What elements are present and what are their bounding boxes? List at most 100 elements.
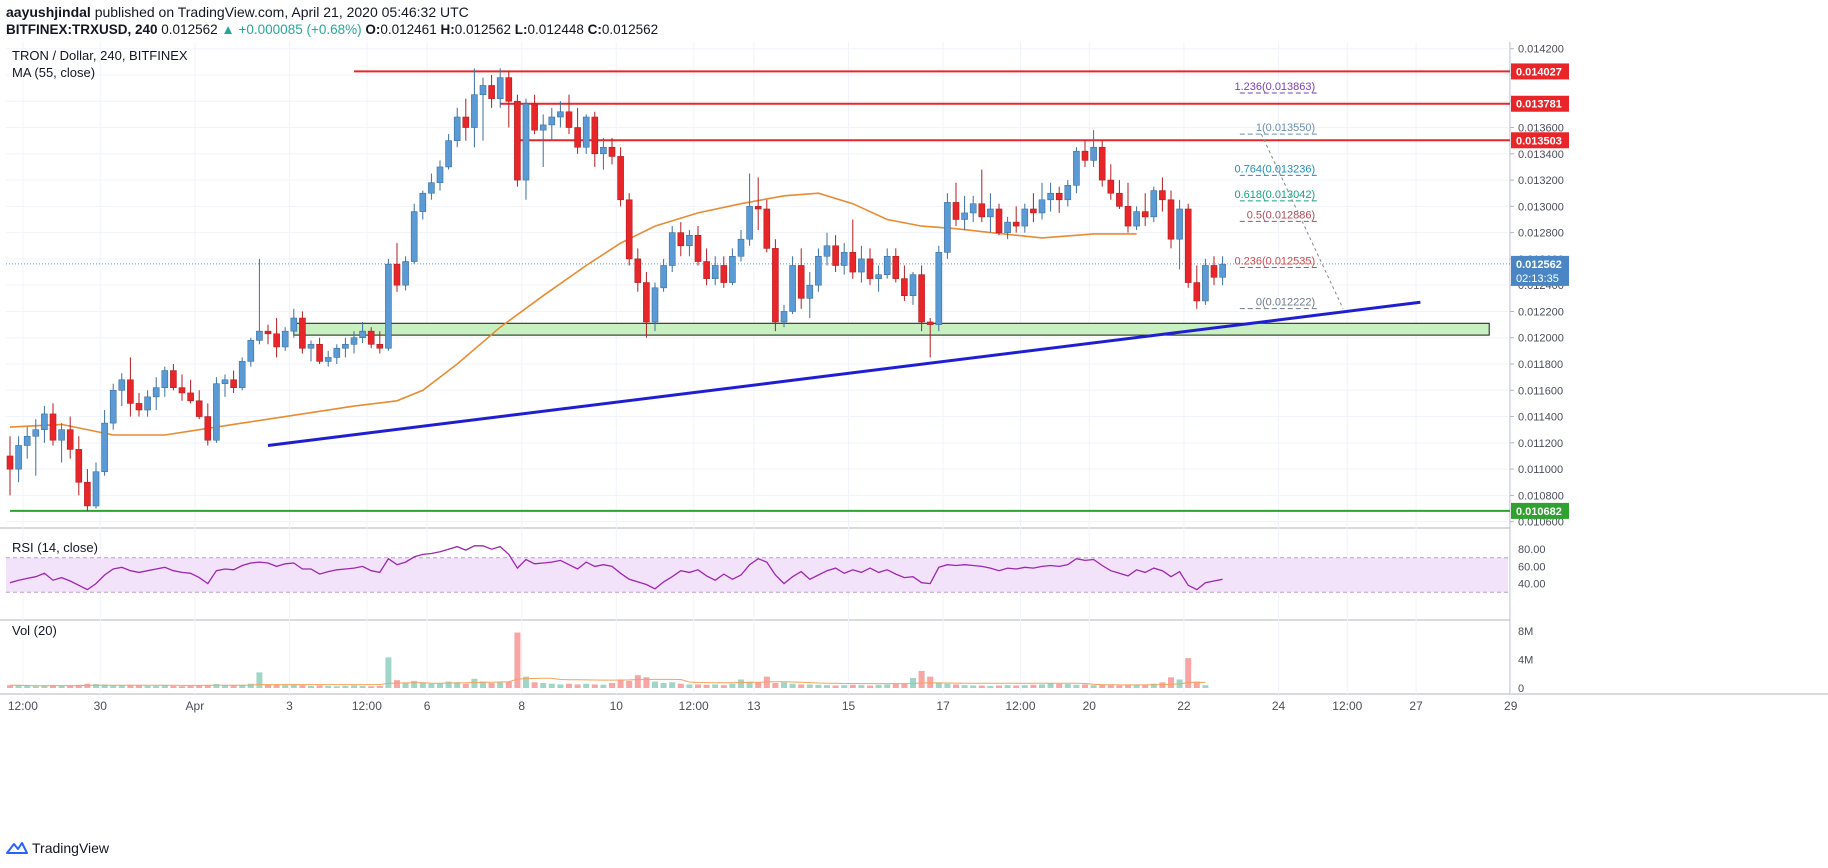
author-name[interactable]: aayushjindal	[6, 4, 91, 20]
candle	[75, 436, 83, 496]
support-zone-layer	[293, 322, 1490, 336]
volume-bar	[1168, 677, 1174, 688]
candle	[204, 403, 212, 446]
legend-rsi: RSI (14, close)	[12, 540, 98, 555]
candle	[410, 203, 418, 265]
candle-body	[385, 263, 392, 349]
price-chart[interactable]: 1.236(0.013863) 1(0.013550) 0.764(0.013236…	[0, 42, 1828, 832]
candle-body	[462, 116, 470, 128]
candle-body	[32, 429, 40, 437]
candle	[703, 248, 710, 286]
candle	[832, 235, 839, 273]
candle-body	[281, 330, 289, 348]
volume-bar	[634, 675, 641, 688]
volume-bar	[256, 672, 263, 688]
candle	[66, 416, 74, 459]
price-tick-label: 0.011200	[1518, 438, 1563, 450]
legend-ma: MA (55, close)	[12, 65, 95, 80]
candle-body	[436, 166, 444, 184]
price-tick-label: 0.010800	[1518, 490, 1564, 502]
volume-bar	[514, 632, 521, 688]
volume-bar	[695, 684, 701, 688]
candle-body	[926, 321, 934, 325]
volume-bar	[901, 683, 908, 688]
candle-body	[935, 252, 943, 325]
candle	[1004, 216, 1011, 240]
volume-bar	[1193, 681, 1200, 688]
candle-body	[41, 413, 48, 430]
fib-level-label: 1(0.013550)	[1256, 122, 1315, 134]
candle	[617, 147, 624, 207]
candle	[1107, 164, 1115, 200]
candle	[995, 203, 1003, 236]
candle-body	[849, 252, 857, 273]
candle-body	[832, 245, 839, 266]
footer-brand[interactable]: TradingView	[6, 840, 109, 856]
candle-body	[763, 208, 771, 249]
candle-body	[195, 400, 203, 417]
candle	[608, 138, 616, 165]
candle-body	[170, 370, 177, 388]
candle	[858, 245, 865, 283]
candle	[376, 331, 384, 354]
volume-bar	[247, 683, 254, 688]
candle	[367, 327, 375, 349]
candle	[875, 265, 882, 292]
volume-bar	[376, 685, 383, 688]
candle	[316, 337, 323, 365]
candle-body	[342, 344, 349, 349]
candle	[789, 256, 796, 315]
candle-body	[694, 234, 702, 262]
candle-body	[1047, 192, 1054, 201]
price-tick-label: 0.012200	[1518, 306, 1564, 318]
volume-bar	[1116, 685, 1123, 688]
close-value: 0.012562	[601, 22, 659, 37]
candle	[926, 318, 934, 358]
candle-body	[1038, 199, 1046, 214]
time-tick-label: 12:00	[1005, 699, 1035, 713]
candle	[720, 256, 728, 288]
low-value: 0.012448	[527, 22, 584, 37]
candle	[952, 182, 960, 227]
candle	[772, 239, 779, 332]
candle-body	[1098, 146, 1106, 181]
candle-body	[109, 389, 117, 424]
volume-bar	[93, 684, 99, 688]
candle-body	[230, 379, 237, 388]
candle	[23, 427, 31, 459]
candle-body	[634, 258, 642, 283]
candle-body	[75, 449, 83, 483]
candle	[694, 226, 702, 266]
volume-bar	[583, 683, 590, 688]
close-label: C:	[587, 22, 602, 37]
candle-body	[720, 265, 728, 283]
price-tick-label: 0.012800	[1518, 228, 1564, 240]
time-tick-label: 6	[424, 699, 431, 713]
candle	[471, 68, 478, 148]
candle	[496, 68, 504, 108]
candle	[350, 331, 358, 354]
candle	[195, 390, 203, 420]
volume-bar	[273, 684, 280, 688]
volume-bar	[918, 670, 925, 688]
volume-bar	[961, 685, 968, 688]
candle	[152, 377, 160, 410]
candle	[539, 114, 547, 167]
candle	[969, 195, 977, 223]
candle	[247, 337, 255, 367]
volume-bar	[1133, 684, 1140, 688]
candle	[273, 318, 280, 358]
candle-body	[393, 263, 401, 286]
candle-body	[823, 245, 831, 257]
candle-body	[221, 379, 229, 385]
time-tick-label: 13	[747, 699, 761, 713]
candle	[1193, 265, 1201, 309]
rsi-band	[6, 557, 1508, 593]
volume-bar	[1073, 684, 1080, 688]
candle	[1184, 203, 1192, 288]
price-tick-label: 0.011400	[1518, 412, 1563, 424]
candle	[1055, 186, 1063, 213]
candle	[591, 111, 599, 167]
candle-body	[488, 85, 495, 99]
volume-bar	[471, 678, 478, 688]
